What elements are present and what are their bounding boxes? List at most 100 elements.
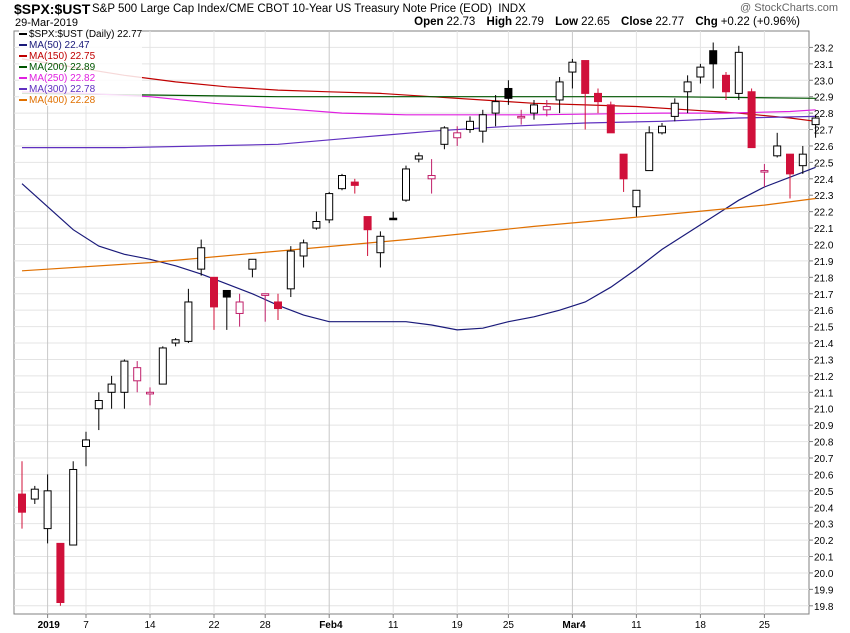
candle-body <box>210 276 218 308</box>
y-tick-label: 19.9 <box>814 585 834 596</box>
candle-body <box>197 247 206 270</box>
y-tick-label: 20.3 <box>814 520 834 531</box>
candle-body <box>43 490 52 530</box>
candle-body <box>120 360 129 393</box>
legend-item-ma50: MA(50) 22.47 <box>19 40 142 51</box>
y-tick-label: 22.7 <box>814 126 834 137</box>
y-tick-label: 21.6 <box>814 306 834 317</box>
y-tick-label: 20.0 <box>814 569 834 580</box>
ma-line-ma300 <box>22 115 816 149</box>
candle-body <box>645 132 654 172</box>
ma-line-ma50 <box>21 166 816 331</box>
y-tick-label: 22.1 <box>814 224 834 235</box>
legend-label: MA(400) 22.28 <box>29 95 96 106</box>
candle-body <box>734 51 743 94</box>
y-tick-label: 22.8 <box>814 109 834 120</box>
chg-value: +0.22 (+0.96%) <box>720 16 800 28</box>
y-tick-label: 20.9 <box>814 421 834 432</box>
candle-body <box>555 81 564 101</box>
candle-body <box>594 92 602 103</box>
candle-body <box>722 74 730 93</box>
close-label: Close <box>621 16 653 28</box>
candle-body <box>299 242 308 257</box>
high-label: High <box>486 16 513 28</box>
candle-body <box>389 217 398 221</box>
y-tick-label: 21.4 <box>814 339 834 350</box>
legend-item-ma300: MA(300) 22.78 <box>19 84 142 95</box>
candle-body <box>274 301 282 310</box>
candle-body <box>670 102 679 117</box>
x-tick-label: 25 <box>503 620 515 631</box>
candle-body <box>427 175 436 180</box>
x-tick-label: 11 <box>388 620 399 631</box>
legend-item-price: $SPX:$UST (Daily) 22.77 <box>19 29 142 40</box>
candle-body <box>504 87 513 99</box>
candle-body <box>760 170 769 173</box>
candle-body <box>248 258 257 270</box>
candle-body <box>338 175 346 190</box>
candle-body <box>786 153 794 175</box>
candle-body <box>312 221 321 229</box>
x-tick-label: 19 <box>452 620 464 631</box>
y-tick-label: 23.2 <box>814 43 834 54</box>
y-tick-label: 19.8 <box>814 602 834 613</box>
candle-body <box>18 493 26 513</box>
candle-body <box>235 301 244 314</box>
legend-label: MA(200) 22.89 <box>29 62 96 73</box>
y-tick-label: 21.0 <box>814 405 834 416</box>
legend-item-ma250: MA(250) 22.82 <box>19 73 142 84</box>
y-tick-label: 21.2 <box>814 372 834 383</box>
x-tick-label: 14 <box>144 620 156 631</box>
candle-body <box>542 106 551 111</box>
close-value: 22.77 <box>655 16 685 28</box>
chart-date: 29-Mar-2019 <box>15 17 78 29</box>
legend-swatch <box>19 66 27 69</box>
y-tick-label: 20.5 <box>814 487 834 498</box>
high-value: 22.79 <box>515 16 544 28</box>
x-tick-label: 25 <box>759 620 771 631</box>
x-tick-label: 11 <box>631 620 642 631</box>
candle-body <box>773 145 782 157</box>
candle-body <box>517 115 526 119</box>
y-tick-label: 21.1 <box>814 388 834 399</box>
candle-body <box>171 339 180 344</box>
x-tick-label: 18 <box>695 620 707 631</box>
chart-symbol: $SPX:$UST <box>14 1 91 17</box>
x-tick-label: 7 <box>83 620 89 631</box>
y-tick-label: 20.7 <box>814 454 834 465</box>
candle-body <box>696 66 705 78</box>
x-tick-label: Feb4 <box>319 620 343 631</box>
legend-item-ma150: MA(150) 22.75 <box>19 51 142 62</box>
candle-body <box>30 488 39 500</box>
low-value: 22.65 <box>581 16 610 28</box>
ma-line-ma400 <box>21 197 816 272</box>
open-label: Open <box>414 16 444 28</box>
candle-body <box>478 114 487 132</box>
candle-body <box>363 216 372 231</box>
candle-body <box>453 132 462 139</box>
candle-body <box>491 101 500 114</box>
y-tick-label: 22.2 <box>814 208 834 219</box>
y-tick-label: 22.6 <box>814 142 834 153</box>
candle-body <box>619 153 628 180</box>
candle-body <box>56 542 65 604</box>
candle-body <box>82 439 90 447</box>
candle-body <box>325 193 334 221</box>
y-tick-label: 22.5 <box>814 158 834 169</box>
candle-body <box>158 347 167 385</box>
candle-body <box>658 125 666 134</box>
candle-body <box>811 117 820 126</box>
y-tick-label: 21.8 <box>814 273 834 284</box>
legend-swatch <box>19 33 27 36</box>
candle-body <box>709 50 718 65</box>
candle-body <box>466 120 474 131</box>
chart-description: S&P 500 Large Cap Index/CME CBOT 10-Year… <box>92 3 526 15</box>
y-tick-label: 23.0 <box>814 76 834 87</box>
candle-body <box>69 468 78 546</box>
y-tick-label: 22.4 <box>814 175 834 186</box>
candle-body <box>222 289 231 298</box>
candle-body <box>94 400 103 410</box>
candle-body <box>402 168 410 201</box>
y-tick-label: 21.3 <box>814 355 834 366</box>
y-tick-label: 23.1 <box>814 60 834 71</box>
